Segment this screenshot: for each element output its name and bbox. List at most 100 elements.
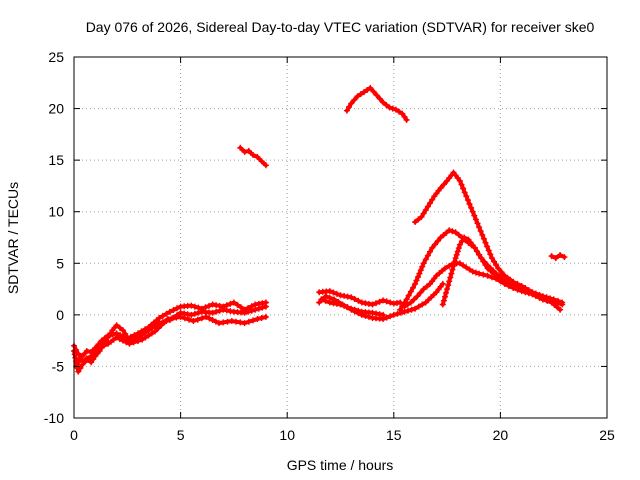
data-point	[373, 300, 379, 307]
data-point	[399, 110, 406, 117]
data-point	[456, 260, 463, 267]
data-point	[190, 318, 197, 324]
data-point	[557, 306, 564, 313]
data-point	[466, 201, 473, 207]
data-point	[163, 310, 170, 317]
data-point	[380, 311, 387, 318]
data-point	[469, 268, 476, 275]
data-point	[383, 314, 390, 321]
data-point	[439, 280, 446, 287]
x-axis-label: GPS time / hours	[287, 457, 394, 473]
data-point	[238, 304, 244, 311]
data-point	[429, 196, 436, 203]
data-point	[166, 308, 173, 315]
series-arc-midday-c	[318, 296, 387, 318]
series-arc-late-rise	[439, 234, 564, 313]
data-point	[135, 338, 141, 344]
data-point	[262, 299, 269, 306]
data-point	[135, 330, 141, 337]
data-point	[529, 291, 536, 298]
data-point	[491, 258, 497, 265]
data-point	[230, 299, 237, 306]
data-point	[518, 286, 525, 293]
data-point	[422, 207, 429, 213]
data-point	[113, 334, 120, 341]
data-point	[213, 308, 220, 315]
series-arc-short-9h	[237, 144, 269, 169]
data-point	[440, 297, 447, 304]
data-point	[138, 328, 145, 335]
data-point	[159, 312, 166, 319]
data-point	[370, 88, 377, 95]
data-point	[241, 320, 248, 327]
data-point	[113, 322, 120, 329]
data-point	[206, 302, 212, 309]
data-point	[355, 307, 362, 314]
data-point	[448, 270, 455, 277]
data-point	[344, 304, 351, 311]
data-point	[408, 306, 415, 313]
data-point	[155, 325, 162, 332]
data-point	[139, 336, 146, 343]
data-point	[322, 297, 329, 304]
y-tick-label: -10	[44, 410, 64, 426]
data-point	[476, 270, 483, 277]
data-point	[75, 368, 82, 375]
data-point	[414, 293, 421, 300]
data-point	[351, 96, 358, 103]
data-point	[417, 289, 424, 296]
data-point	[490, 267, 497, 274]
data-point	[348, 294, 355, 301]
data-point	[471, 212, 478, 219]
x-tick-label: 0	[70, 427, 78, 443]
data-point	[455, 231, 462, 238]
data-point	[361, 89, 367, 96]
data-point	[248, 303, 255, 310]
data-point	[401, 113, 408, 120]
data-point	[351, 306, 358, 313]
x-tick-label: 25	[599, 427, 615, 443]
data-point	[404, 301, 411, 308]
data-point	[145, 332, 152, 339]
data-point	[432, 241, 438, 248]
data-point	[559, 301, 566, 308]
data-point	[389, 105, 396, 112]
data-point	[471, 244, 478, 251]
data-point	[420, 210, 427, 217]
data-point	[442, 293, 448, 300]
data-point	[445, 282, 452, 289]
data-point	[405, 307, 411, 314]
data-point	[77, 355, 84, 362]
data-point	[415, 216, 422, 223]
data-point	[245, 305, 252, 311]
data-point	[90, 356, 97, 363]
x-tick-label: 20	[493, 427, 509, 443]
data-point	[212, 318, 219, 325]
data-point	[223, 302, 230, 309]
data-point	[198, 305, 205, 312]
y-tick-label: 20	[48, 101, 64, 117]
data-point	[497, 273, 504, 280]
data-point	[369, 301, 376, 308]
data-point	[348, 305, 355, 312]
data-point	[452, 255, 459, 262]
data-point	[477, 228, 484, 235]
data-point	[156, 315, 163, 321]
data-point	[152, 328, 158, 335]
data-point	[403, 116, 410, 123]
series-arc-late-small	[548, 252, 568, 262]
data-point	[390, 311, 397, 318]
grid	[74, 57, 607, 418]
data-point	[161, 319, 168, 326]
data-point	[75, 351, 82, 358]
data-point	[241, 306, 248, 313]
data-point	[142, 334, 149, 341]
data-point	[417, 267, 424, 274]
data-point	[158, 322, 165, 329]
data-point	[484, 272, 491, 279]
data-point	[510, 280, 517, 287]
y-tick-label: -5	[52, 358, 65, 374]
data-point	[116, 324, 123, 331]
data-point	[450, 262, 457, 269]
data-point	[552, 255, 559, 262]
